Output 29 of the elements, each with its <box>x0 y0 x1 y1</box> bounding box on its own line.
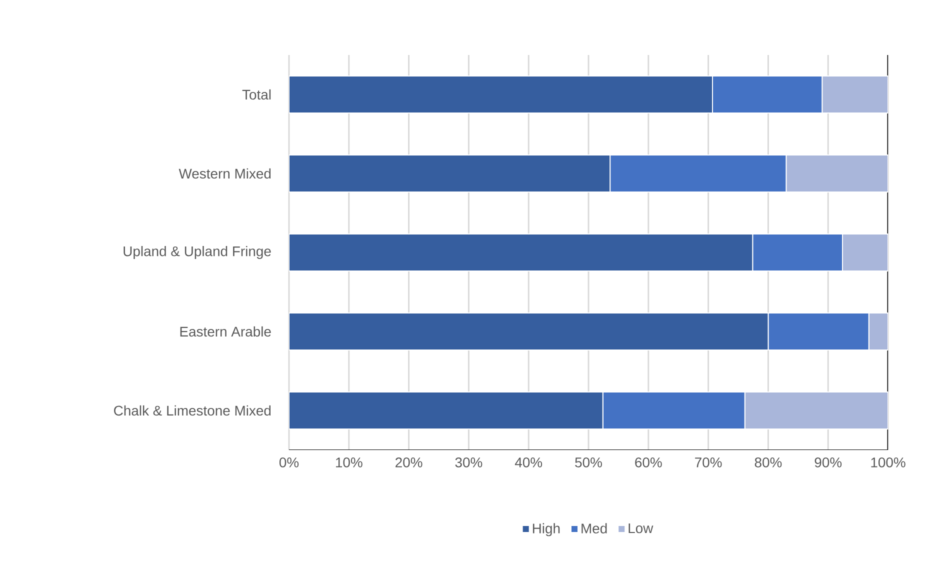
legend-label: Low <box>628 523 654 534</box>
x-tick-label: 50% <box>575 458 602 468</box>
x-tick-label: 90% <box>814 458 842 468</box>
x-tick-label: 100% <box>871 458 906 468</box>
x-tick-label: 20% <box>396 458 422 468</box>
bar <box>842 233 888 272</box>
y-tick-label: Chalk & Limestone Mixed <box>114 405 271 416</box>
bar <box>822 75 888 114</box>
x-tick-label: 80% <box>754 458 782 468</box>
legend-label: High <box>532 523 560 536</box>
y-tick-label: Western Mixed <box>178 168 271 179</box>
bar <box>786 154 888 192</box>
x-tick-label: 0% <box>279 458 299 468</box>
bar <box>289 312 769 350</box>
x-tick-label: 60% <box>635 458 662 468</box>
x-tick-label: 30% <box>455 458 482 468</box>
y-tick-label: Total <box>242 89 271 100</box>
y-tick-label: Upland & Upland Fringe <box>124 246 271 259</box>
x-tick-label: 40% <box>514 458 542 468</box>
x-tick-label: 10% <box>336 458 362 468</box>
bar <box>868 312 888 350</box>
y-tick-label: Eastern Arable <box>180 326 271 337</box>
bar <box>289 391 604 430</box>
bar <box>744 391 888 430</box>
x-tick-label: 70% <box>695 458 722 468</box>
bar <box>289 233 754 272</box>
legend-label: Med <box>582 523 607 534</box>
bar <box>289 75 714 114</box>
bar <box>289 154 611 192</box>
